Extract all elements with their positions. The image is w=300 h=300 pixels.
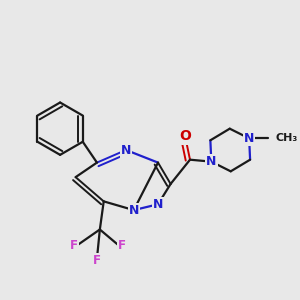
Text: F: F — [93, 254, 101, 267]
Text: F: F — [118, 238, 126, 251]
Text: N: N — [244, 132, 254, 145]
Text: N: N — [206, 155, 217, 168]
Text: N: N — [121, 143, 131, 157]
Text: O: O — [179, 129, 191, 143]
Text: N: N — [129, 204, 139, 217]
Text: F: F — [70, 238, 78, 251]
Text: N: N — [153, 198, 163, 211]
Text: CH₃: CH₃ — [275, 134, 298, 143]
